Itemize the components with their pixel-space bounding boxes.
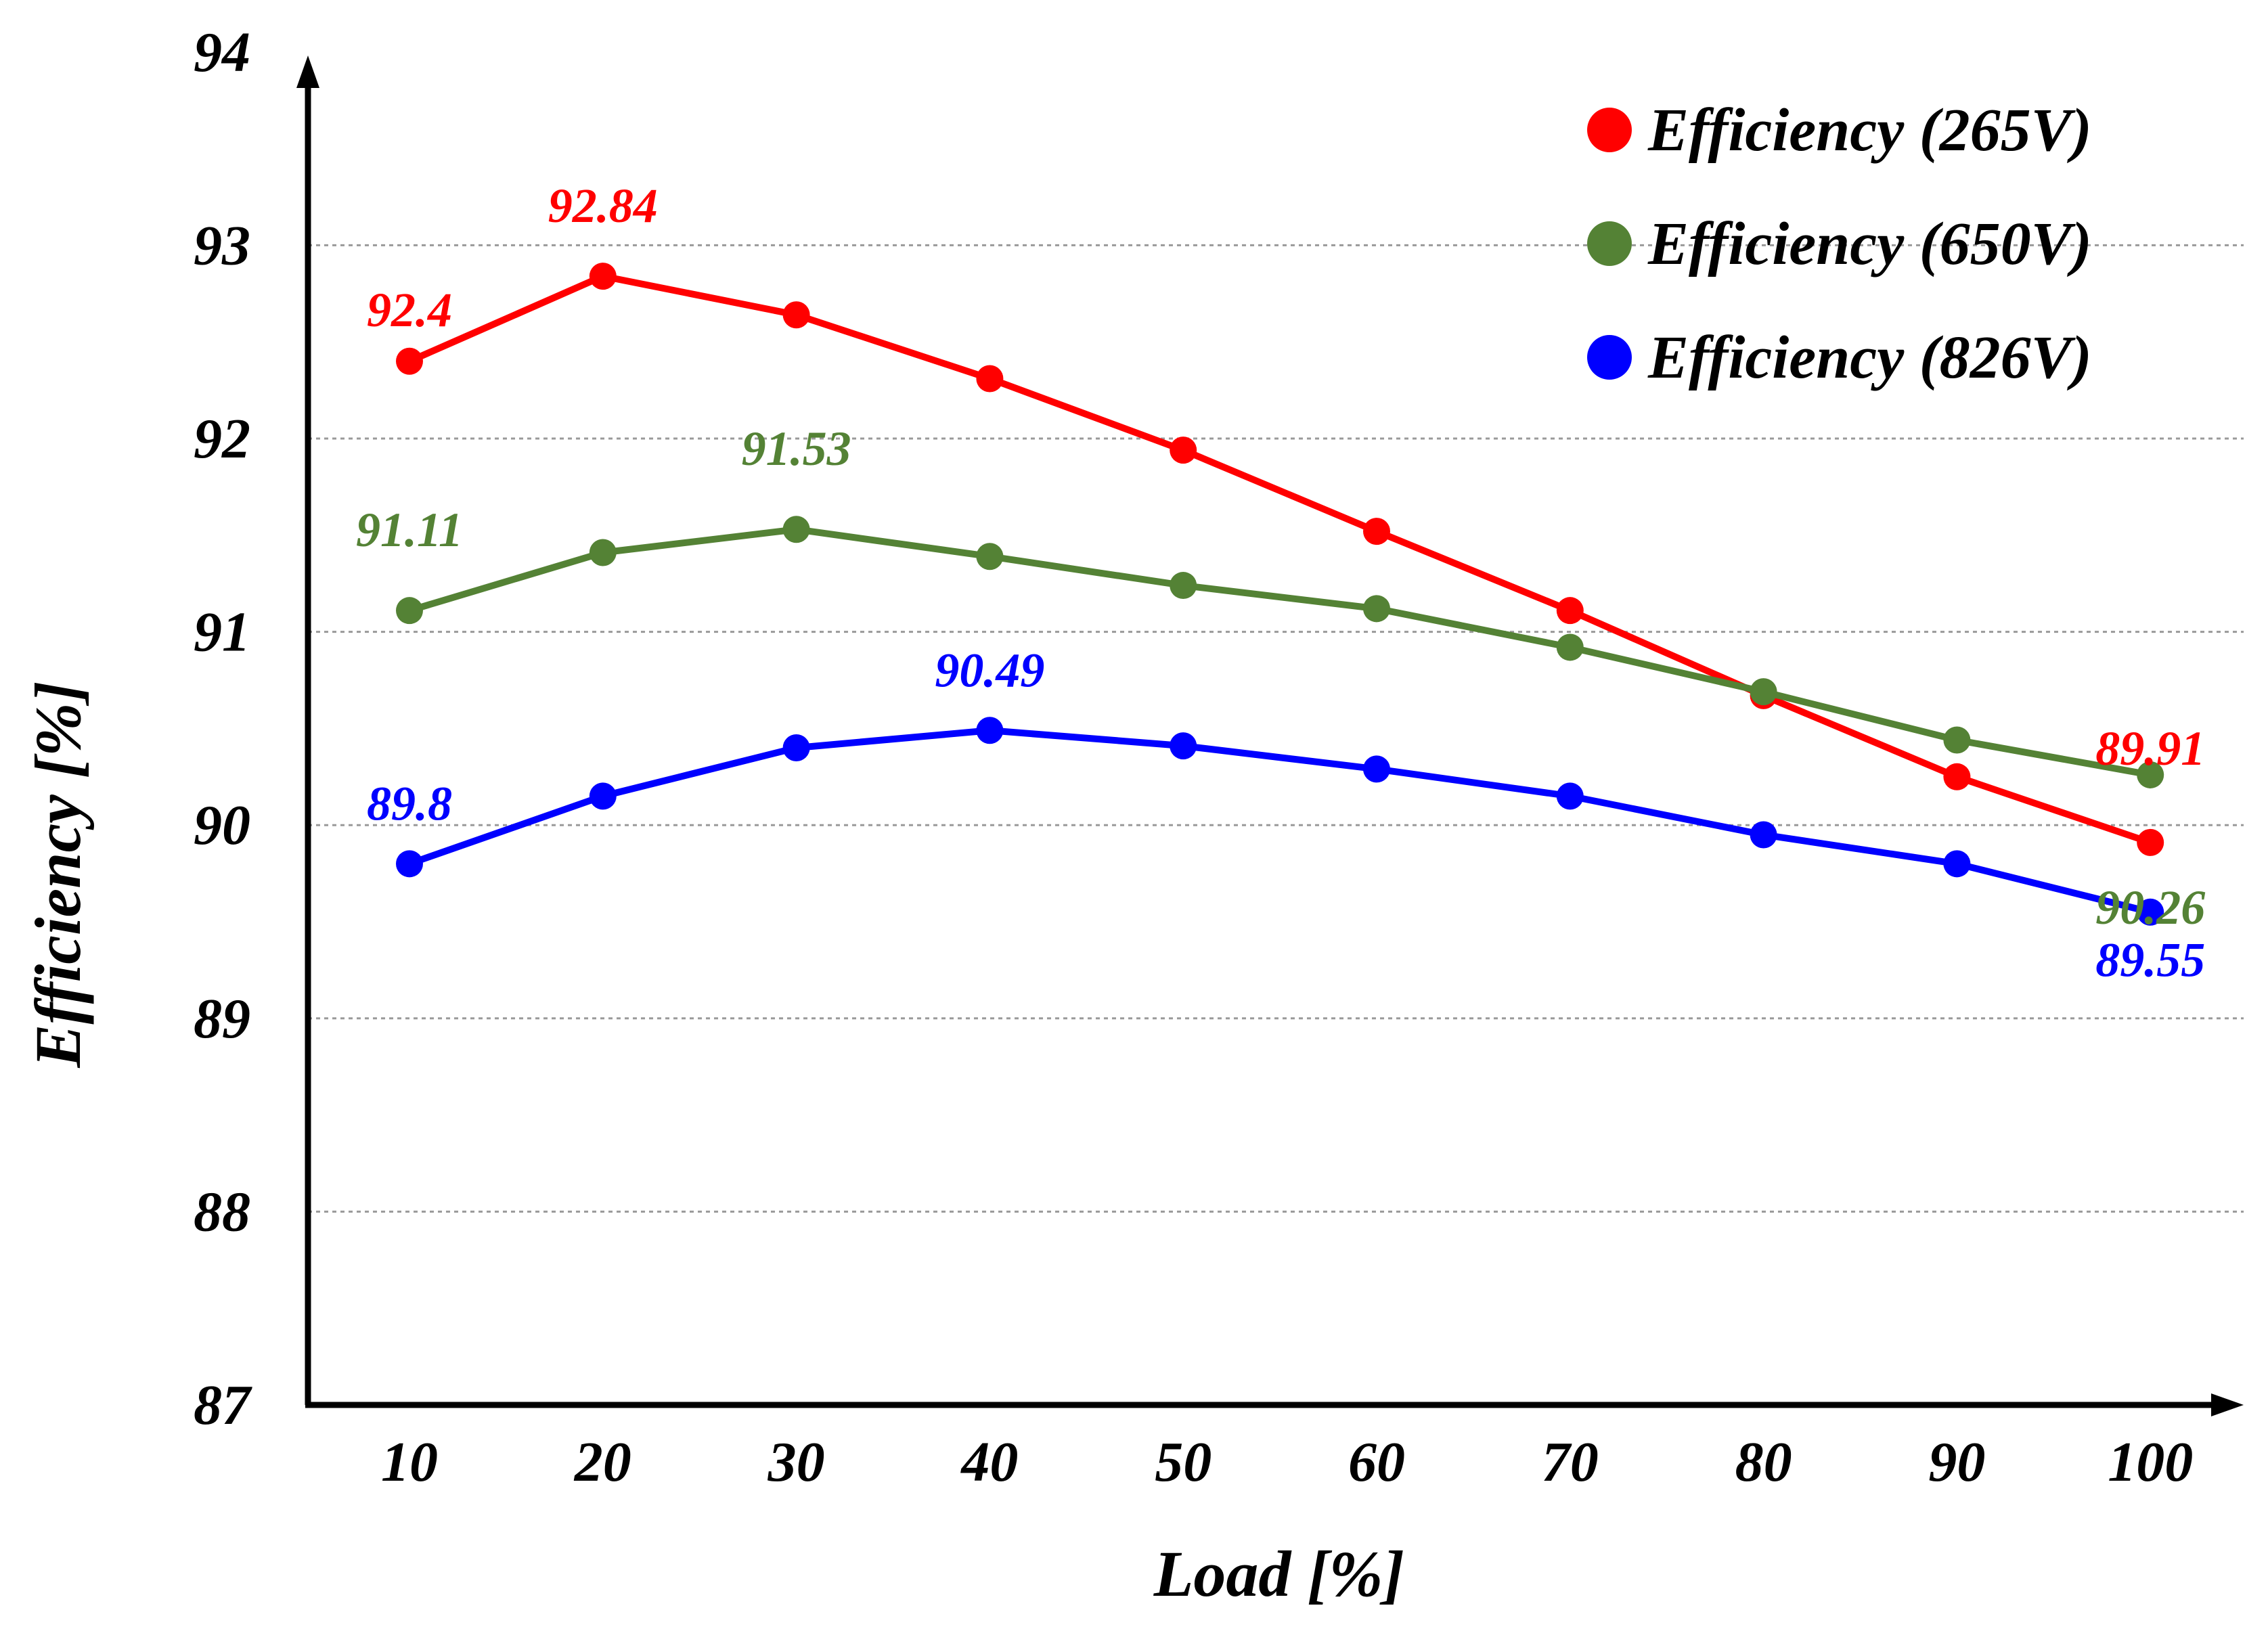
legend-label: Efficiency (265V) <box>1647 97 2092 164</box>
data-point <box>1943 850 1971 878</box>
data-label: 90.26 <box>2095 880 2205 935</box>
legend-item: Efficiency (650V) <box>1587 210 2092 277</box>
data-label: 92.84 <box>548 179 658 233</box>
data-point <box>589 782 617 810</box>
y-tick-label: 88 <box>194 1180 250 1243</box>
series-line <box>406 727 2154 916</box>
series-1 <box>396 516 2164 788</box>
data-point <box>1170 572 1197 600</box>
x-tick-label: 40 <box>960 1431 1018 1494</box>
data-point <box>1750 678 1777 706</box>
data-point <box>1556 782 1584 810</box>
data-point <box>976 717 1004 744</box>
y-tick-label: 93 <box>194 214 250 277</box>
data-point <box>976 365 1004 393</box>
x-tick-label: 20 <box>573 1431 631 1494</box>
data-point <box>1363 755 1390 783</box>
series-lines <box>396 263 2164 926</box>
x-tick-label: 60 <box>1348 1431 1405 1494</box>
tick-labels: 87 88 89 90 91 92 93 94 10 20 30 40 50 60 70 80 90 100 <box>194 21 2193 1494</box>
y-axis-title: Efficiency [%] <box>22 681 94 1068</box>
y-tick-label: 94 <box>194 21 250 84</box>
axes <box>296 55 2244 1416</box>
data-label: 89.55 <box>2095 933 2205 987</box>
y-tick-label: 87 <box>194 1374 252 1437</box>
data-label: 92.4 <box>367 283 452 337</box>
x-tick-label: 80 <box>1735 1431 1792 1494</box>
data-point <box>396 597 423 625</box>
x-axis-title: Load [%] <box>1153 1538 1405 1610</box>
data-label: 90.49 <box>935 643 1044 697</box>
data-point <box>1170 732 1197 760</box>
y-axis-arrowhead <box>296 55 319 88</box>
series-2 <box>396 717 2164 926</box>
x-tick-label: 50 <box>1155 1431 1211 1494</box>
legend-marker <box>1587 108 1632 152</box>
series-line <box>406 526 2154 778</box>
legend-marker <box>1587 221 1632 266</box>
legend-marker <box>1587 335 1632 380</box>
legend-item: Efficiency (826V) <box>1587 324 2092 391</box>
x-tick-label: 10 <box>381 1431 438 1494</box>
data-point <box>1943 726 1971 754</box>
data-label: 91.11 <box>356 503 463 557</box>
data-point <box>782 734 810 761</box>
data-point <box>1363 518 1390 545</box>
legend-label: Efficiency (650V) <box>1647 210 2092 277</box>
grid-lines <box>308 244 2244 1213</box>
data-point <box>1750 821 1777 849</box>
data-point <box>2137 898 2164 926</box>
data-point <box>589 263 617 290</box>
x-tick-label: 30 <box>768 1431 825 1494</box>
data-point <box>2137 828 2164 856</box>
data-point <box>1556 597 1584 625</box>
data-point <box>782 516 810 543</box>
data-label: 89.91 <box>2095 721 2205 776</box>
data-point <box>396 347 423 375</box>
y-tick-label: 89 <box>194 987 250 1050</box>
series-line <box>406 273 2154 846</box>
data-point <box>1943 763 1971 790</box>
x-tick-label: 100 <box>2108 1431 2193 1494</box>
data-label: 89.8 <box>367 776 452 830</box>
data-point <box>1363 595 1390 623</box>
data-point <box>976 543 1004 571</box>
legend: Efficiency (265V) Efficiency (650V) Effici… <box>1587 97 2092 391</box>
data-point <box>1170 437 1197 464</box>
y-tick-label: 92 <box>194 407 250 470</box>
data-label: 91.53 <box>742 422 851 476</box>
x-axis-arrowhead <box>2211 1393 2244 1416</box>
x-tick-label: 70 <box>1542 1431 1599 1494</box>
y-tick-label: 91 <box>194 601 250 664</box>
legend-label: Efficiency (826V) <box>1647 324 2092 391</box>
series-0 <box>396 263 2164 856</box>
data-point <box>782 301 810 329</box>
data-point <box>2137 761 2164 788</box>
x-tick-label: 90 <box>1928 1431 1985 1494</box>
y-tick-label: 90 <box>194 794 250 857</box>
data-point <box>589 539 617 566</box>
data-labels: 92.4 92.84 89.91 91.11 91.53 90.26 89.8 90.49 89… <box>356 179 2205 987</box>
data-point <box>1556 633 1584 661</box>
data-point <box>396 850 423 878</box>
legend-item: Efficiency (265V) <box>1587 97 2092 164</box>
